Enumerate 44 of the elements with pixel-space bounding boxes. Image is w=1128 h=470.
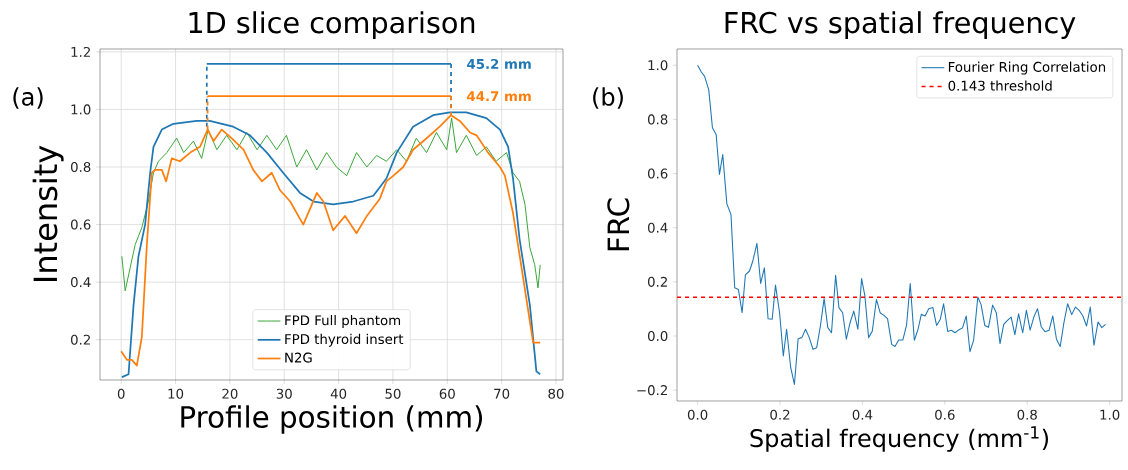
y-tick-label: 0.6: [70, 219, 91, 230]
y-tick-label: 0.8: [647, 114, 668, 125]
y-tick-label: 1.0: [648, 60, 668, 71]
x-tick-label: 30: [276, 388, 292, 399]
y-tick-label: 0.6: [647, 168, 668, 179]
y-tick-label: 0.4: [70, 277, 91, 288]
x-tick-label: 0: [117, 388, 125, 399]
x-tick-label: 0.8: [1017, 409, 1037, 420]
annotation: 44.7 mm: [467, 91, 531, 102]
x-tick-label: 0.6: [935, 409, 955, 420]
x-axis-title: Profile position (mm): [181, 405, 483, 434]
y-tick-label: 0.2: [647, 276, 667, 287]
x-tick-label: 70: [494, 388, 510, 399]
chart-title: FRC vs spatial frequency: [725, 11, 1076, 39]
legend-label: FPD thyroid insert: [285, 333, 404, 347]
text: (b): [593, 87, 623, 109]
x-tick-label: 10: [168, 388, 184, 399]
annotation: 45.2 mm: [467, 58, 531, 69]
y-tick-label: 1.0: [71, 104, 91, 115]
legend-label: 0.143 threshold: [948, 80, 1052, 91]
x-tick-label: 1.0: [1100, 409, 1120, 420]
x-axis-title: Spatial frequency (mm$^{-1}$): [750, 426, 1049, 452]
x-tick-label: 0.2: [770, 409, 790, 420]
x-tick-label: 60: [439, 388, 455, 399]
legend-label: N2G: [285, 352, 312, 363]
y-tick-label: 0.2: [70, 334, 90, 345]
text: (a): [13, 87, 43, 109]
x-tick-label: 0.4: [852, 409, 873, 420]
x-tick-label: 0.0: [687, 409, 708, 420]
chart-title: 1D slice comparison: [189, 11, 475, 39]
y-axis-title: Intensity: [32, 145, 64, 281]
legend-label: Fourier Ring Correlation: [948, 61, 1106, 75]
y-tick-label: 0.4: [647, 222, 668, 233]
y-tick-label: 0.8: [70, 161, 91, 173]
y-axis-title: FRC: [607, 198, 630, 251]
x-tick-label: 20: [222, 388, 238, 399]
x-tick-label: 50: [385, 388, 401, 399]
y-tick-label: 0.0: [647, 330, 668, 342]
y-tick-label: 1.2: [71, 46, 90, 57]
legend-label: FPD Full phantom: [285, 314, 401, 328]
x-tick-label: 40: [330, 388, 347, 399]
x-tick-label: 80: [548, 388, 564, 399]
y-tick-label: −0.2: [637, 385, 667, 396]
line-series: [121, 117, 541, 292]
